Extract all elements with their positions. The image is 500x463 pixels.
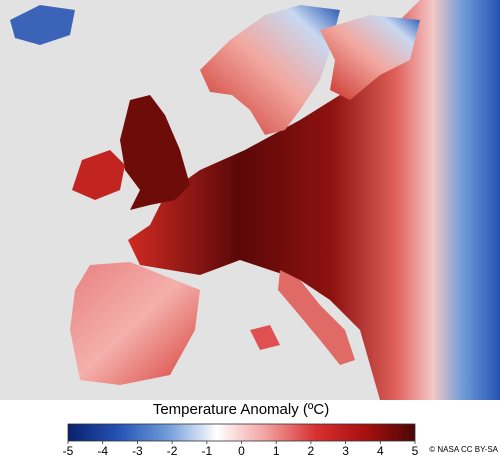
britain (120, 95, 190, 210)
ireland (72, 150, 125, 200)
colorbar-tick-label: 0 (238, 444, 245, 458)
italy (278, 270, 355, 365)
iceland (10, 5, 75, 45)
colorbar (67, 423, 416, 442)
finland (320, 15, 420, 100)
colorbar-tick-label: 5 (412, 444, 419, 458)
credit: © NASA CC BY-SA (429, 445, 498, 454)
map (0, 0, 500, 400)
colorbar-tick-label: 3 (342, 444, 349, 458)
colorbar-tick-label: -5 (63, 444, 74, 458)
colorbar-tick-label: -4 (97, 444, 108, 458)
colorbar-tick-label: 4 (377, 444, 384, 458)
iberia (70, 262, 200, 385)
colorbar-title: Temperature Anomaly (ºC) (153, 401, 329, 418)
continent (128, 0, 500, 400)
island (250, 325, 280, 350)
colorbar-tick-label: 1 (273, 444, 280, 458)
colorbar-tick-label: -1 (201, 444, 212, 458)
colorbar-tick-label: 2 (308, 444, 315, 458)
scandinavia (200, 5, 340, 135)
colorbar-tick-label: -2 (167, 444, 178, 458)
colorbar-tick-label: -3 (132, 444, 143, 458)
